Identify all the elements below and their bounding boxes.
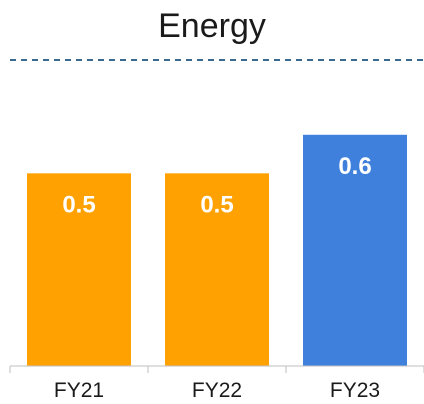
x-tick-label-fy23: FY23 xyxy=(330,379,380,402)
x-ticks-group xyxy=(9,366,424,373)
chart-title: Energy xyxy=(158,7,266,45)
bar-fy22 xyxy=(165,173,269,366)
bar-labels-group: 0.5 0.5 0.6 xyxy=(62,153,371,219)
bar-fy23 xyxy=(303,134,407,366)
bars-group xyxy=(27,134,407,366)
bar-value-label-fy21: 0.5 xyxy=(62,191,95,218)
bar-fy21 xyxy=(27,173,131,366)
x-tick-label-fy21: FY21 xyxy=(54,379,104,402)
bar-value-label-fy22: 0.5 xyxy=(200,191,233,218)
bar-value-label-fy23: 0.6 xyxy=(338,153,371,180)
x-tick-labels-group: FY21 FY22 FY23 xyxy=(54,379,380,402)
x-tick-label-fy22: FY22 xyxy=(192,379,242,402)
